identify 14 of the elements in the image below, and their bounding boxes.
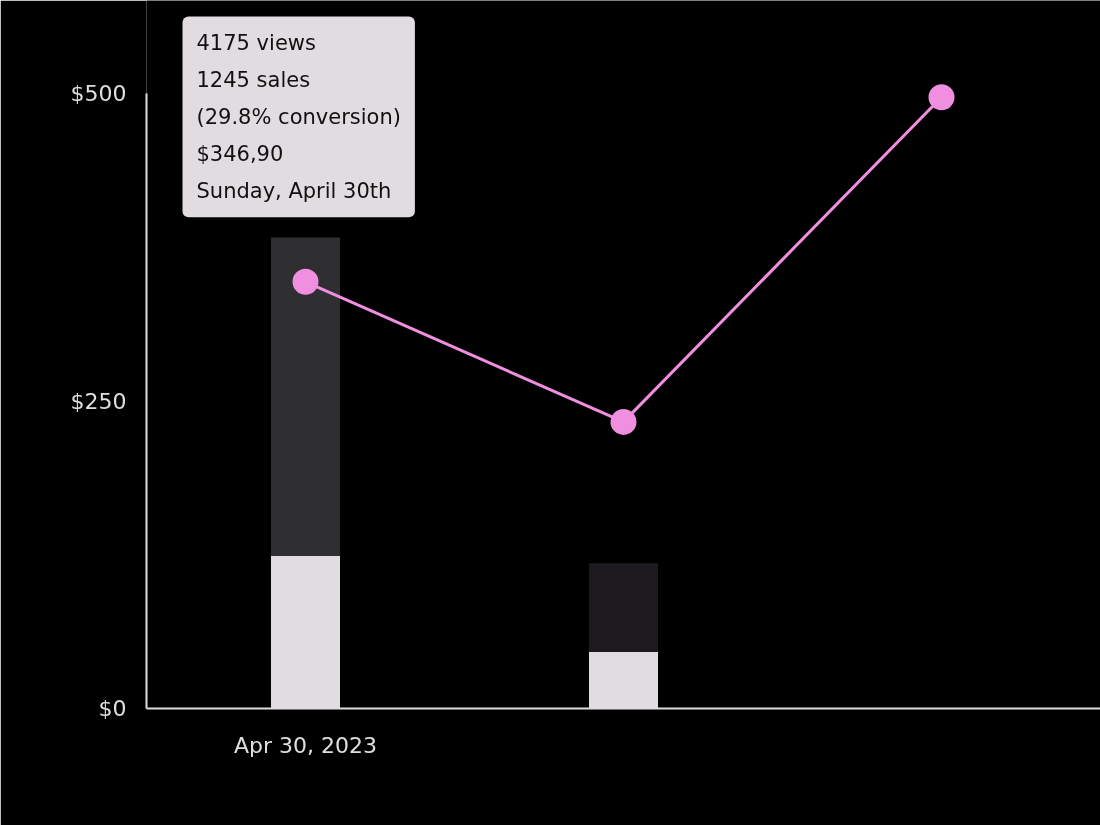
bar — [271, 237, 340, 556]
bar — [589, 563, 658, 652]
y-tick-label: $500 — [70, 81, 127, 106]
text: 1245 sales — [196, 67, 311, 92]
annotation: Sunday, April 30th — [196, 179, 392, 204]
y-tick-label: $0 — [98, 696, 127, 721]
annotation: $346,90 — [196, 142, 284, 167]
point — [292, 268, 319, 295]
y-tick-label: $250 — [70, 388, 127, 414]
point — [610, 408, 637, 435]
annotation: (29.8% conversion) — [196, 104, 401, 129]
x-tick-label: Apr 30, 2023 — [233, 732, 378, 758]
point — [928, 84, 955, 111]
text: 4175 views — [196, 30, 316, 55]
